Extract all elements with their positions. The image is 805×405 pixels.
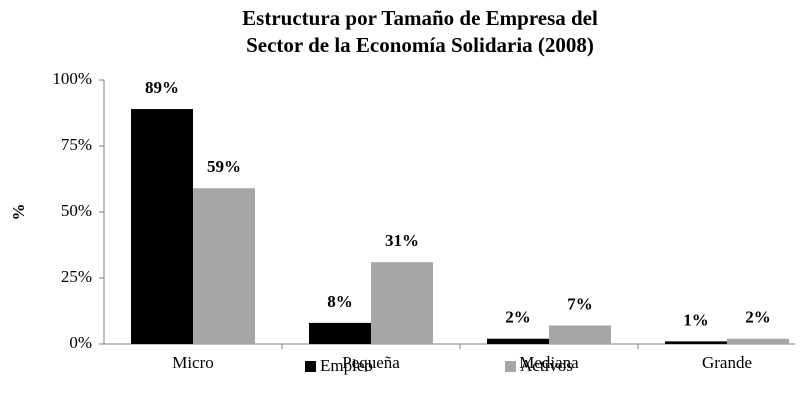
- chart-title: Sector de la Economía Solidaria (2008): [246, 33, 594, 57]
- value-label: 8%: [327, 292, 353, 311]
- bar: [487, 338, 549, 344]
- bar: [131, 109, 193, 344]
- x-tick-label: Pequeña: [342, 353, 400, 372]
- y-axis-label: %: [9, 204, 28, 221]
- bar: [193, 188, 255, 344]
- value-label: 59%: [207, 157, 241, 176]
- value-label: 31%: [385, 231, 419, 250]
- value-label: 1%: [683, 310, 709, 329]
- value-label: 7%: [567, 294, 593, 313]
- y-tick-label: 50%: [61, 201, 92, 220]
- legend-swatch: [505, 361, 516, 372]
- value-label: 89%: [145, 78, 179, 97]
- bar: [665, 341, 727, 344]
- value-label: 2%: [505, 308, 531, 327]
- bar: [727, 338, 789, 344]
- y-tick-label: 0%: [69, 333, 92, 352]
- legend-swatch: [305, 361, 316, 372]
- y-tick-label: 75%: [61, 135, 92, 154]
- x-tick-label: Mediana: [519, 353, 579, 372]
- legend-label: Activos: [520, 356, 573, 375]
- bar: [371, 262, 433, 344]
- bar: [549, 325, 611, 344]
- legend-label: Empleo: [320, 356, 373, 375]
- y-tick-label: 25%: [61, 267, 92, 286]
- value-label: 2%: [745, 308, 771, 327]
- bar: [309, 322, 371, 344]
- y-tick-label: 100%: [52, 69, 92, 88]
- x-tick-label: Grande: [702, 353, 752, 372]
- x-tick-label: Micro: [172, 353, 214, 372]
- chart-title: Estructura por Tamaño de Empresa del: [242, 6, 598, 30]
